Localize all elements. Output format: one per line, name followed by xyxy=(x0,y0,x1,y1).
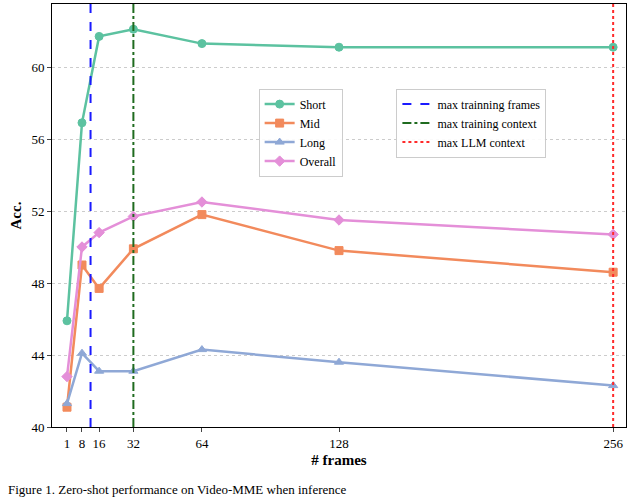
svg-text:# frames: # frames xyxy=(311,452,367,468)
svg-text:max training context: max training context xyxy=(437,117,537,131)
svg-text:64: 64 xyxy=(195,436,209,451)
svg-text:16: 16 xyxy=(93,436,107,451)
svg-text:Mid: Mid xyxy=(300,117,320,131)
svg-text:max LLM context: max LLM context xyxy=(437,136,525,150)
svg-text:Long: Long xyxy=(300,136,325,150)
svg-text:32: 32 xyxy=(127,436,140,451)
svg-text:40: 40 xyxy=(31,420,44,435)
svg-text:Figure 1. Zero-shot performanc: Figure 1. Zero-shot performance on Video… xyxy=(8,482,347,497)
svg-text:Acc.: Acc. xyxy=(8,201,24,229)
svg-text:1: 1 xyxy=(64,436,71,451)
svg-text:max trainning frames: max trainning frames xyxy=(437,98,540,112)
svg-text:Short: Short xyxy=(300,98,327,112)
svg-text:60: 60 xyxy=(31,60,44,75)
svg-text:52: 52 xyxy=(31,204,44,219)
svg-text:128: 128 xyxy=(329,436,349,451)
svg-text:256: 256 xyxy=(603,436,623,451)
svg-text:56: 56 xyxy=(31,132,45,147)
svg-text:44: 44 xyxy=(31,348,45,363)
svg-text:8: 8 xyxy=(79,436,86,451)
svg-text:Overall: Overall xyxy=(300,155,337,169)
svg-text:48: 48 xyxy=(31,276,44,291)
